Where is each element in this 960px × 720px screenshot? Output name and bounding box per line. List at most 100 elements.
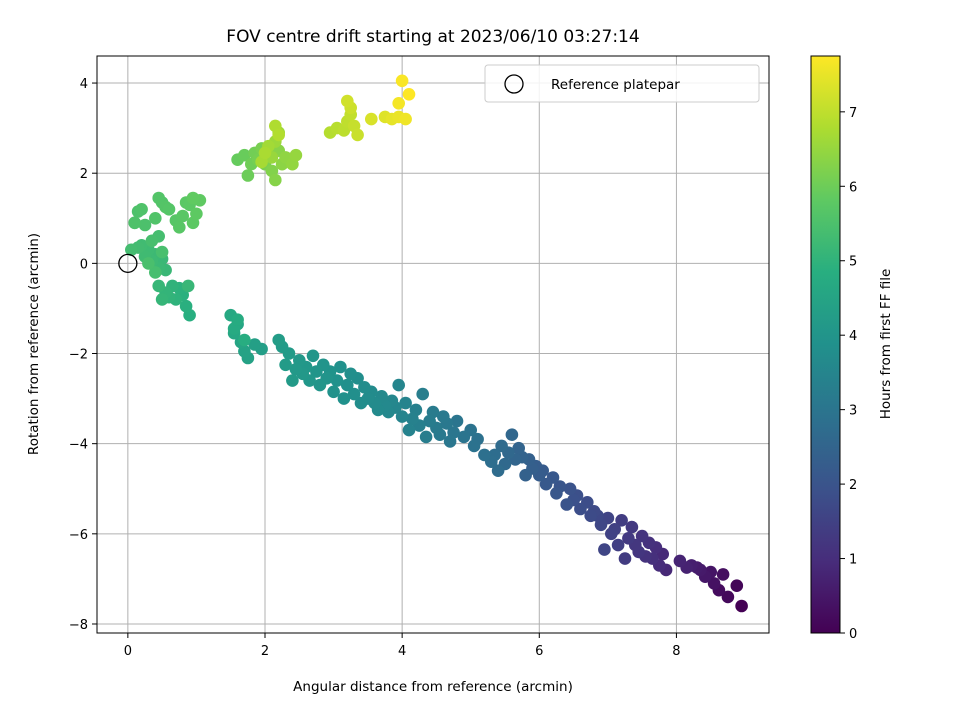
data-point (128, 216, 141, 230)
colorbar: 0 1 2 3 4 5 6 7 Hours from first FF file (810, 55, 894, 642)
colorbar-tick-label: 7 (849, 106, 857, 121)
data-point (289, 148, 303, 162)
reference-platepar-marker (118, 253, 138, 274)
data-point (269, 173, 282, 187)
data-point (365, 112, 378, 126)
data-point (419, 430, 433, 444)
data-point (344, 367, 358, 381)
data-point (406, 412, 419, 426)
colorbar-tick-label: 1 (849, 553, 857, 568)
data-point (605, 527, 618, 541)
data-point (313, 378, 327, 392)
colorbar-ticks: 0 1 2 3 4 5 6 7 (840, 106, 857, 642)
y-axis-label: Rotation from reference (arcmin) (26, 233, 42, 455)
y-tick-label: −6 (69, 528, 88, 543)
data-point (248, 338, 261, 351)
data-point (495, 439, 508, 453)
colorbar-tick-label: 2 (849, 478, 857, 493)
x-axis-label: Angular distance from reference (arcmin) (293, 679, 573, 695)
data-point (491, 464, 505, 478)
data-point (138, 218, 152, 232)
data-point (341, 378, 354, 392)
colorbar-tick-label: 0 (849, 627, 857, 642)
legend: Reference platepar (484, 64, 760, 103)
data-point (560, 498, 573, 511)
data-point (231, 313, 244, 327)
data-point (457, 430, 471, 444)
data-point (186, 191, 200, 205)
data-point (337, 392, 351, 405)
data-point (730, 579, 744, 592)
data-point (272, 333, 286, 347)
y-tick-label: 0 (80, 257, 88, 272)
x-tick-label: 0 (124, 644, 132, 659)
data-point (618, 552, 632, 565)
data-point (443, 435, 457, 448)
colorbar-gradient (810, 55, 841, 634)
data-point (125, 243, 138, 257)
colorbar-tick-label: 6 (849, 180, 857, 195)
colorbar-tick-label: 3 (849, 404, 857, 419)
data-point (399, 112, 412, 126)
data-point (358, 381, 371, 394)
data-point (152, 279, 165, 293)
data-point (310, 365, 323, 378)
data-point (539, 477, 553, 491)
data-point (402, 88, 416, 101)
colorbar-label: Hours from first FF file (878, 269, 894, 420)
data-point (142, 257, 155, 270)
y-tick-label: 2 (80, 167, 88, 182)
data-point (450, 414, 464, 428)
data-point (615, 514, 628, 527)
data-point (622, 532, 635, 545)
data-point (162, 203, 176, 216)
data-point (512, 441, 525, 455)
data-point (330, 374, 344, 387)
data-point (519, 468, 532, 482)
data-point (327, 385, 340, 399)
data-point (181, 279, 195, 293)
data-point (176, 209, 189, 223)
y-tick-label: 4 (80, 77, 88, 92)
data-point (478, 448, 491, 462)
chart-title: FOV centre drift starting at 2023/06/10 … (226, 27, 639, 47)
data-point (416, 387, 430, 401)
data-point (392, 97, 406, 110)
data-point (584, 509, 597, 523)
colorbar-tick-label: 4 (849, 329, 857, 344)
y-tick-label: −4 (69, 438, 88, 453)
x-tick-label: 6 (535, 644, 543, 659)
data-point (673, 554, 687, 568)
data-point (635, 529, 649, 543)
data-point (149, 266, 162, 279)
data-point (238, 148, 251, 162)
data-point (241, 169, 255, 182)
data-point (289, 363, 303, 376)
data-point (392, 378, 406, 392)
data-point (190, 207, 203, 221)
x-tick-label: 2 (261, 644, 269, 659)
data-point (354, 396, 368, 410)
legend-box (484, 64, 760, 103)
y-tick-label: −8 (69, 618, 88, 633)
data-point (238, 333, 251, 347)
data-point (351, 128, 364, 142)
data-point (179, 299, 193, 313)
data-point (550, 487, 563, 500)
data-point (402, 423, 416, 437)
data-point (145, 234, 159, 248)
data-point (152, 191, 165, 205)
data-point (437, 410, 450, 423)
data-point (721, 590, 735, 604)
data-point (286, 374, 299, 387)
data-point (347, 387, 361, 401)
plot-frame (96, 55, 770, 634)
data-point (395, 74, 409, 88)
data-point (574, 502, 587, 516)
data-point (173, 221, 186, 234)
x-axis-ticks: 0 2 4 6 8 (124, 633, 681, 659)
legend-entry-reference-platepar: Reference platepar (551, 77, 680, 93)
data-point (611, 538, 625, 552)
data-point (149, 212, 162, 225)
data-point (563, 482, 577, 496)
